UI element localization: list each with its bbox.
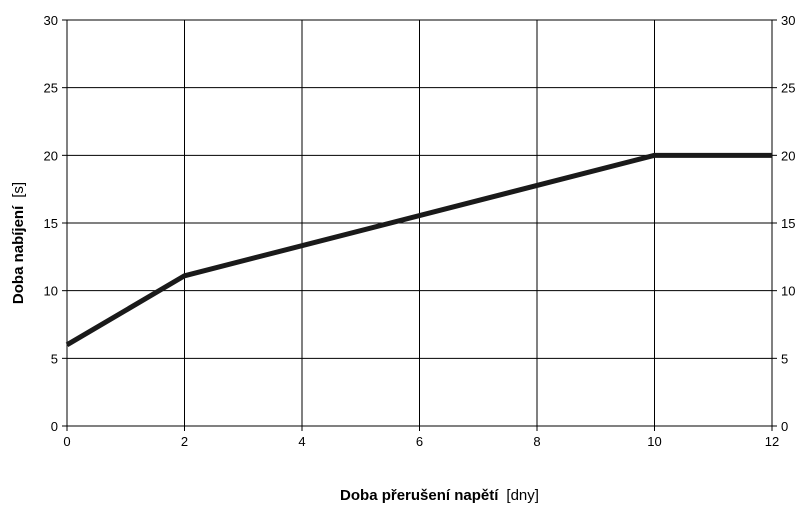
y-axis-unit: [s]: [10, 182, 27, 198]
x-tick-label: 10: [647, 434, 661, 449]
x-axis-label: Doba přerušení napětí: [340, 487, 499, 504]
y-tick-label-right: 20: [781, 148, 795, 163]
x-tick-label: 6: [416, 434, 423, 449]
data-series: [65, 152, 772, 347]
y-tick-label-right: 0: [781, 419, 788, 434]
y-tick-label-right: 25: [781, 81, 795, 96]
x-tick-label: 4: [298, 434, 305, 449]
y-tick-label-left: 5: [51, 351, 58, 366]
y-tick-label-left: 15: [44, 216, 58, 231]
y-tick-label-right: 5: [781, 351, 788, 366]
x-tick-label: 2: [181, 434, 188, 449]
x-axis-unit: [dny]: [506, 487, 539, 504]
y-tick-label-left: 10: [44, 284, 58, 299]
y-axis-label: Doba nabíjení: [10, 205, 27, 304]
x-tick-label: 12: [765, 434, 779, 449]
x-tick-label: 0: [63, 434, 70, 449]
y-axis-title: Doba nabíjení [s]: [10, 182, 27, 304]
y-tick-label-right: 10: [781, 284, 795, 299]
y-tick-label-left: 0: [51, 419, 58, 434]
x-tick-label: 8: [533, 434, 540, 449]
x-axis-title: Doba přerušení napětí [dny]: [340, 487, 539, 504]
grid-lines: [67, 20, 772, 426]
y-tick-label-right: 15: [781, 216, 795, 231]
y-tick-label-left: 20: [44, 148, 58, 163]
y-tick-label-right: 30: [781, 13, 795, 28]
y-tick-label-left: 30: [44, 13, 58, 28]
y-tick-label-left: 25: [44, 81, 58, 96]
series-line: [65, 152, 772, 347]
